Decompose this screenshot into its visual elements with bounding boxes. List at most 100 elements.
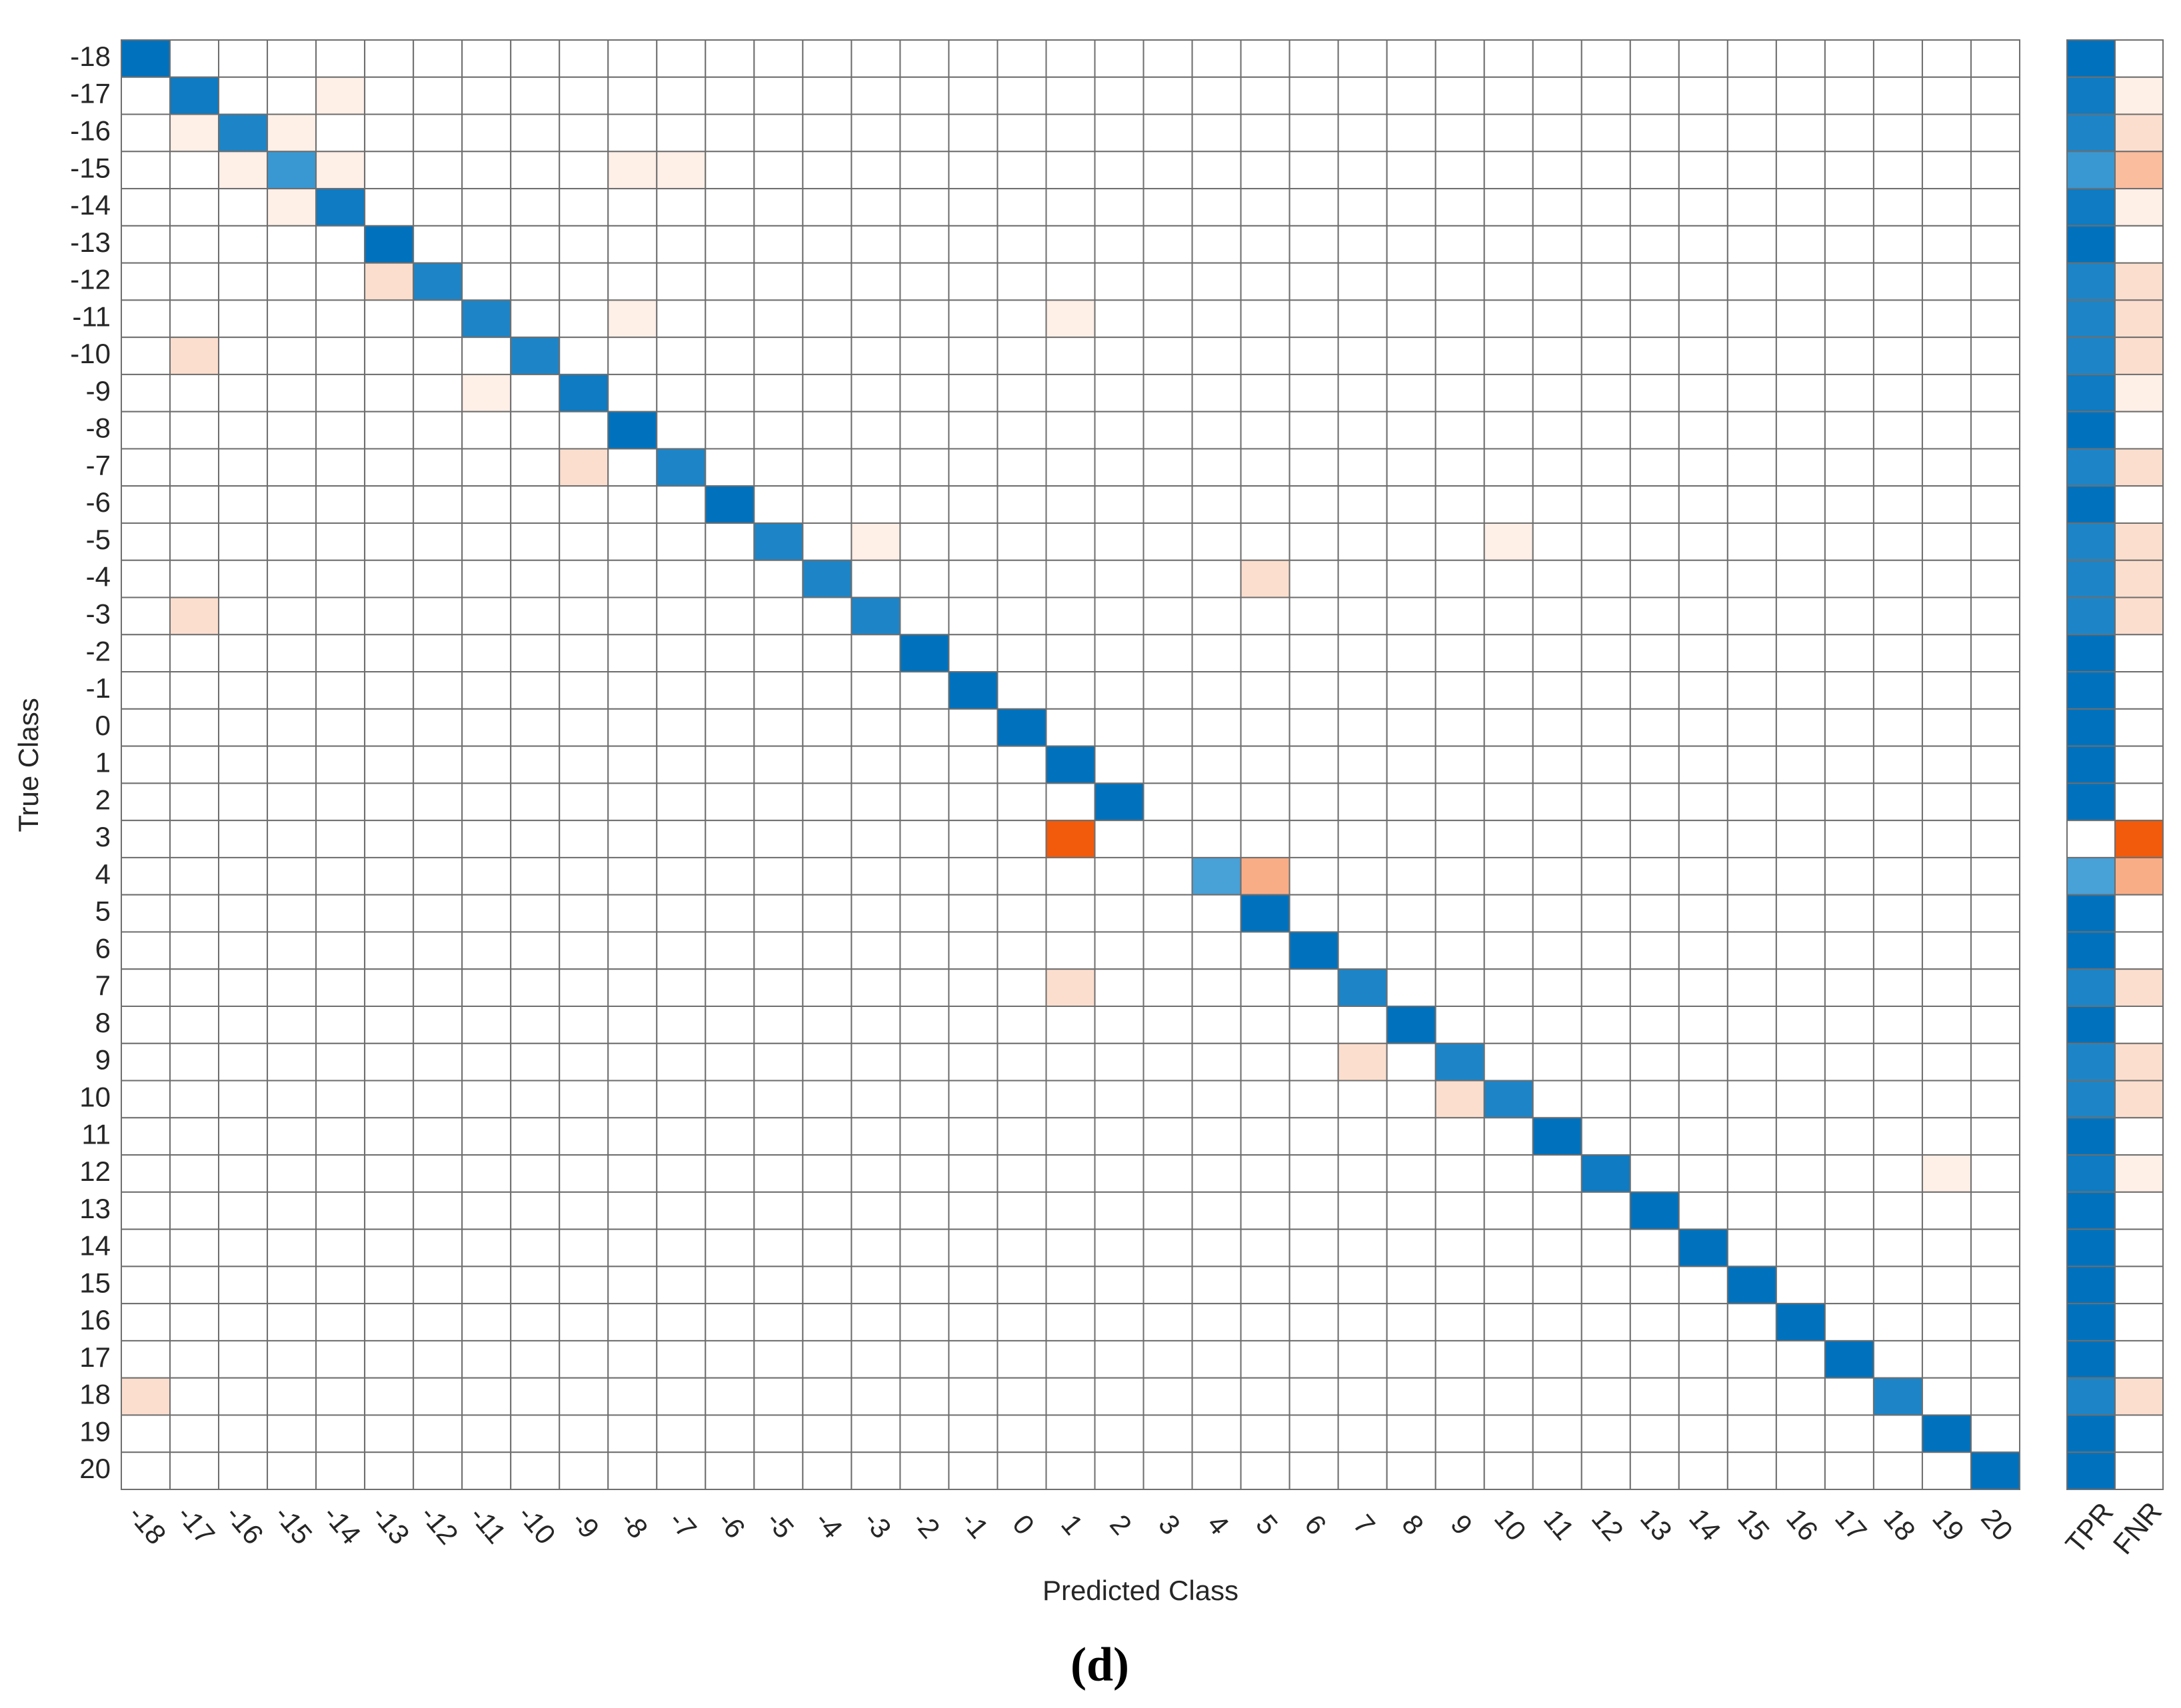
matrix-cell	[1921, 1451, 1972, 1490]
matrix-cell	[1240, 1228, 1290, 1268]
matrix-cell	[1142, 820, 1193, 858]
matrix-cell	[1288, 1080, 1339, 1119]
matrix-cell	[1580, 708, 1631, 747]
matrix-cell	[267, 1303, 317, 1341]
matrix-cell	[1142, 782, 1193, 822]
matrix-cell	[899, 299, 950, 339]
matrix-cell	[1532, 373, 1582, 413]
matrix-cell	[218, 1191, 269, 1230]
matrix-cell	[802, 522, 853, 561]
matrix-cell	[1824, 559, 1874, 598]
matrix-cell	[851, 1042, 901, 1082]
matrix-cell	[705, 1228, 755, 1268]
matrix-cell	[1483, 522, 1534, 561]
matrix-cell	[607, 634, 658, 673]
matrix-cell	[1434, 1154, 1485, 1193]
matrix-cell	[510, 188, 561, 227]
matrix-cell	[1726, 1080, 1777, 1119]
matrix-cell	[1142, 39, 1193, 78]
matrix-cell	[1337, 782, 1388, 822]
matrix-cell	[218, 76, 269, 115]
matrix-cell	[1970, 894, 2021, 933]
matrix-cell	[656, 76, 707, 115]
matrix-cell	[1483, 262, 1534, 301]
matrix-cell	[705, 76, 755, 115]
tpr-cell	[2066, 745, 2116, 784]
matrix-cell	[1191, 225, 1242, 264]
matrix-cell	[218, 1006, 269, 1044]
matrix-cell	[1142, 1154, 1193, 1193]
matrix-cell	[1872, 596, 1923, 636]
matrix-cell	[656, 671, 707, 710]
matrix-cell	[753, 856, 804, 896]
matrix-cell	[1094, 373, 1144, 413]
matrix-cell	[1240, 411, 1290, 450]
tpr-cell	[2066, 522, 2116, 561]
matrix-cell	[1775, 1414, 1826, 1453]
matrix-cell	[1775, 411, 1826, 450]
matrix-cell	[121, 596, 171, 636]
matrix-cell	[1483, 1377, 1534, 1416]
matrix-cell	[267, 373, 317, 413]
matrix-cell	[559, 1303, 609, 1341]
matrix-cell	[1726, 39, 1777, 78]
matrix-cell	[1434, 76, 1485, 115]
matrix-cell	[1240, 1191, 1290, 1230]
matrix-cell	[1337, 1414, 1388, 1453]
matrix-cell	[218, 299, 269, 339]
matrix-cell	[413, 1377, 463, 1416]
matrix-cell	[607, 596, 658, 636]
matrix-cell	[802, 113, 853, 153]
matrix-cell	[315, 596, 366, 636]
matrix-cell	[1775, 1080, 1826, 1119]
matrix-cell	[1970, 448, 2021, 487]
matrix-cell	[1580, 1006, 1631, 1044]
matrix-cell	[559, 782, 609, 822]
matrix-cell	[218, 39, 269, 78]
x-tick-label: 13	[1634, 1503, 1678, 1547]
matrix-cell	[705, 373, 755, 413]
fnr-cell	[2114, 968, 2164, 1007]
matrix-cell	[413, 337, 463, 375]
matrix-cell	[1434, 485, 1485, 524]
matrix-cell	[1678, 1191, 1728, 1230]
matrix-cell	[899, 596, 950, 636]
matrix-cell	[656, 1266, 707, 1305]
matrix-cell	[1337, 1042, 1388, 1082]
matrix-cell	[705, 1414, 755, 1453]
matrix-cell	[802, 1080, 853, 1119]
matrix-cell	[802, 1266, 853, 1305]
matrix-cell	[607, 448, 658, 487]
matrix-cell	[1970, 856, 2021, 896]
matrix-cell	[1629, 931, 1680, 970]
matrix-cell	[559, 522, 609, 561]
matrix-cell	[559, 1228, 609, 1268]
matrix-cell	[413, 671, 463, 710]
matrix-cell	[1726, 373, 1777, 413]
matrix-cell	[948, 1451, 999, 1490]
x-tick-label: -11	[464, 1500, 513, 1549]
matrix-cell	[1094, 113, 1144, 153]
matrix-cell	[413, 820, 463, 858]
matrix-cell	[1921, 373, 1972, 413]
matrix-cell	[364, 968, 415, 1007]
matrix-cell	[1337, 745, 1388, 784]
matrix-cell	[121, 1377, 171, 1416]
matrix-cell	[997, 745, 1047, 784]
matrix-cell	[315, 708, 366, 747]
matrix-cell	[1678, 188, 1728, 227]
matrix-cell	[851, 39, 901, 78]
matrix-cell	[1580, 1042, 1631, 1082]
fnr-cell	[2114, 76, 2164, 115]
matrix-cell	[1580, 113, 1631, 153]
matrix-cell	[364, 1042, 415, 1082]
matrix-cell	[1872, 262, 1923, 301]
matrix-cell	[510, 894, 561, 933]
matrix-cell	[607, 76, 658, 115]
matrix-cell	[1288, 522, 1339, 561]
matrix-cell	[1580, 1414, 1631, 1453]
matrix-cell	[1532, 522, 1582, 561]
matrix-cell	[1678, 1006, 1728, 1044]
matrix-cell	[705, 559, 755, 598]
matrix-cell	[1094, 1339, 1144, 1379]
